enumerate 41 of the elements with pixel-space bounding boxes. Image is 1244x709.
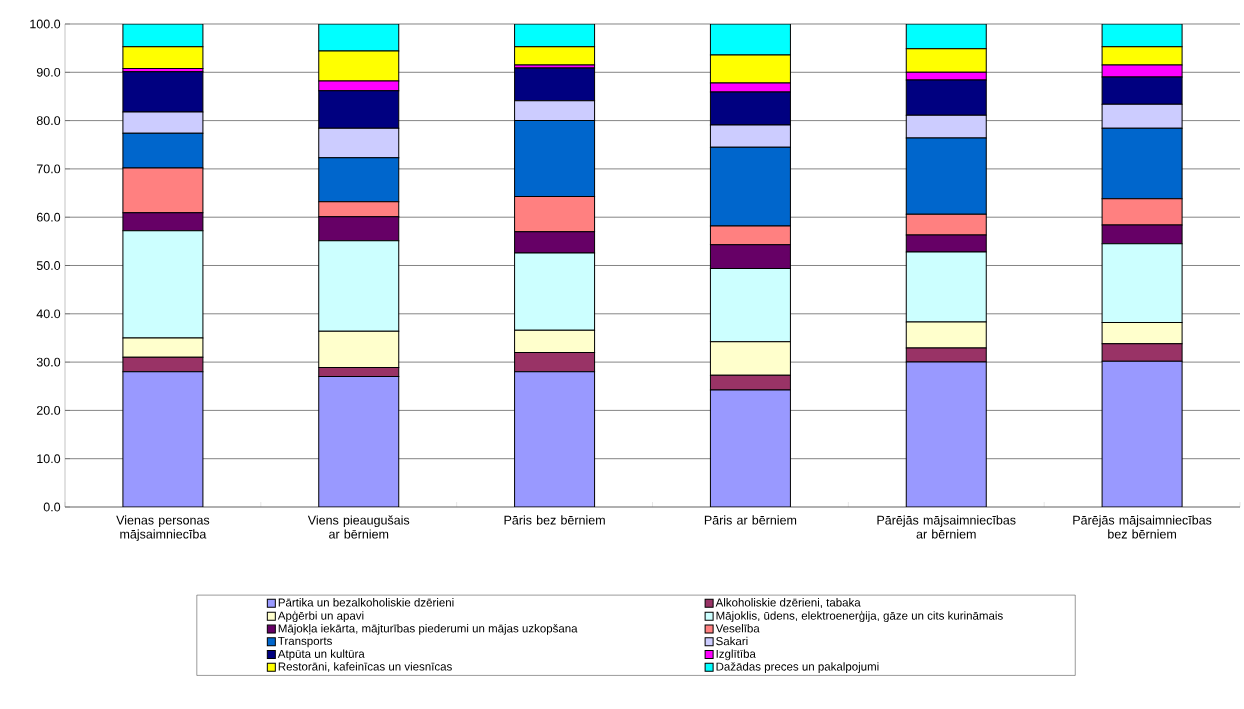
bar: [514, 371, 596, 507]
legend-label: Apģērbi un apavi: [277, 610, 364, 623]
y-tick-label: 60.0: [36, 212, 61, 222]
legend-label: Mājoklis, ūdens, elektroenerģija, gāze un cits kurināmais: [716, 610, 1003, 623]
y-tick-label: 80.0: [36, 116, 61, 126]
y-tick-label: 100.0: [30, 19, 61, 29]
bar: [709, 389, 791, 507]
legend-label: Pārtika un bezalkoholiskie dzērieni: [278, 598, 454, 607]
legend-label: Transports: [278, 636, 332, 648]
y-tick-label: 10.0: [37, 454, 61, 464]
x-tick-label: Pārējās mājsaimniecības ar bērniem: [877, 515, 1016, 539]
bar: [122, 23, 204, 48]
legend-label: Veselība: [715, 624, 760, 633]
bar: [318, 23, 400, 52]
y-tick-label: 20.0: [36, 405, 61, 415]
x-tick-label: Vienas personas mājsaimniecība: [116, 515, 210, 542]
y-tick-label: 50.0: [36, 261, 61, 270]
legend-label: Dažādas preces un pakalpojumi: [716, 662, 879, 673]
bar: [905, 23, 987, 50]
x-tick-label: Pāris ar bērniem: [704, 515, 797, 525]
y-tick-label: 0.0: [43, 502, 61, 512]
y-tick-label: 70.0: [36, 164, 61, 174]
legend-label: Izglītība: [716, 649, 756, 661]
y-tick-label: 90.0: [36, 67, 61, 77]
x-tick-label: Viens pieaugušais ar bērniem: [307, 515, 410, 539]
y-tick-label: 30.0: [36, 357, 61, 367]
x-tick-label: Pāris bez bērniem: [504, 515, 605, 525]
bar: [122, 371, 204, 507]
legend-label: Alkoholiskie dzērieni, tabaka: [715, 598, 861, 608]
legend-label: Restorāni, kafeinīcas un viesnīcas: [278, 662, 452, 672]
x-tick-label: Pārējās mājsaimniecības bez bērniem: [1073, 515, 1212, 539]
y-tick-label: 40.0: [36, 309, 61, 319]
bar: [1101, 360, 1183, 507]
bar: [1101, 23, 1183, 48]
bar: [318, 376, 400, 507]
legend-label: Sakari: [716, 636, 748, 646]
bar: [709, 23, 791, 56]
bar: [905, 361, 987, 507]
bar: [514, 23, 596, 48]
legend-label: Atpūta un kultūra: [277, 649, 365, 661]
legend-label: Mājokļa iekārta, mājturības piederumi un mājas uzkopšana: [278, 624, 578, 635]
